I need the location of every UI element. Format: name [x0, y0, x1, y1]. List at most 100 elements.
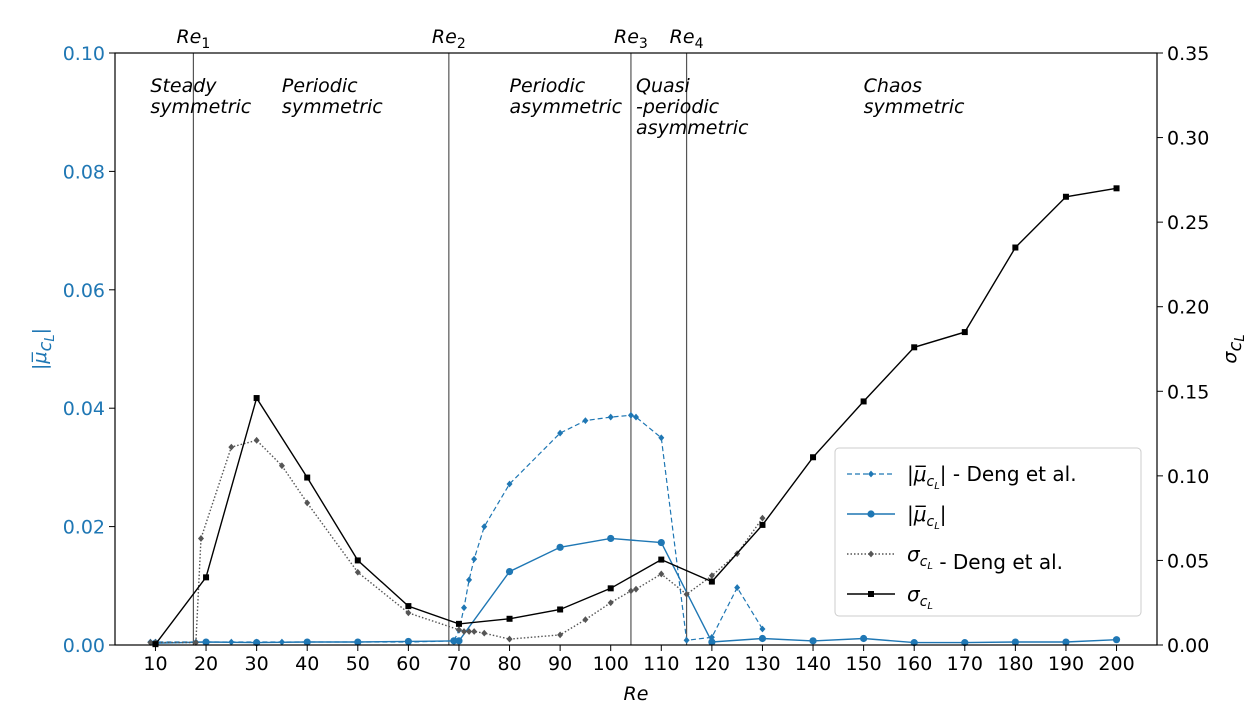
- data-point: [683, 636, 690, 644]
- data-point: [658, 556, 665, 563]
- data-point: [759, 625, 766, 633]
- data-point: [471, 555, 478, 563]
- data-point: [911, 344, 918, 351]
- data-point: [466, 628, 473, 635]
- x-tick-label: 60: [396, 653, 420, 675]
- data-point: [809, 637, 817, 645]
- x-tick-label: 50: [346, 653, 370, 675]
- regime-label-1: Steady symmetric: [150, 75, 251, 118]
- y-right-tick-label: 0.30: [1167, 128, 1209, 150]
- data-point: [961, 329, 968, 336]
- data-point: [1012, 244, 1019, 251]
- legend-label: |μ̅cL|: [907, 502, 947, 532]
- data-point: [759, 521, 766, 528]
- data-point: [203, 574, 210, 581]
- x-tick-label: 90: [548, 653, 572, 675]
- x-tick-label: 160: [896, 653, 932, 675]
- data-point: [471, 628, 478, 635]
- data-point: [506, 615, 513, 622]
- data-point: [607, 585, 614, 592]
- data-point: [556, 543, 564, 551]
- y-right-tick-label: 0.05: [1167, 550, 1209, 572]
- regime-label-4: Quasi -periodic asymmetric: [636, 75, 749, 139]
- legend-entry-1: |μ̅cL| - Deng et al.: [847, 462, 1077, 492]
- legend-label: σcL - Deng et al.: [907, 542, 1063, 574]
- y-right-tick-label: 0.10: [1167, 466, 1209, 488]
- x-tick-label: 190: [1048, 653, 1084, 675]
- x-tick-label: 40: [295, 653, 319, 675]
- data-point: [304, 499, 311, 507]
- critical-re-lines: [192, 53, 688, 645]
- data-point: [147, 639, 154, 646]
- legend-marker: [867, 510, 875, 518]
- data-point: [450, 637, 458, 645]
- data-point: [582, 616, 589, 624]
- data-point: [506, 480, 513, 488]
- critical-re-label-2: Re2: [432, 26, 466, 52]
- data-point: [658, 434, 665, 442]
- data-point: [759, 514, 766, 522]
- x-tick-label: 200: [1098, 653, 1134, 675]
- data-point: [455, 620, 462, 627]
- data-point: [228, 443, 235, 451]
- regime-label-3: Periodic asymmetric: [510, 75, 623, 118]
- series-1: [147, 411, 766, 646]
- x-axis: 10 20 30 40 50 60 70 80 90 100 110 120 130 140 150 160 1…: [143, 645, 1135, 675]
- critical-re-label-1: Re1: [176, 26, 210, 52]
- data-point: [354, 638, 362, 646]
- data-point: [708, 572, 715, 580]
- critical-re-label-4: Re4: [670, 26, 704, 52]
- data-point: [708, 638, 716, 646]
- y-left-tick-label: 0.04: [63, 398, 105, 420]
- x-tick-label: 110: [643, 653, 679, 675]
- data-point: [1062, 638, 1070, 646]
- data-point: [627, 411, 634, 419]
- data-point: [405, 603, 412, 610]
- data-point: [202, 638, 210, 646]
- data-point: [253, 395, 260, 402]
- data-point: [734, 584, 741, 591]
- data-point: [860, 634, 868, 643]
- data-point: [582, 417, 589, 425]
- data-point: [758, 634, 767, 643]
- x-tick-label: 30: [245, 653, 269, 675]
- y-right-tick-label: 0.25: [1167, 212, 1209, 234]
- data-point: [607, 534, 615, 543]
- data-point: [354, 568, 361, 576]
- data-point: [627, 587, 634, 595]
- data-point: [466, 576, 473, 584]
- data-point: [404, 637, 412, 646]
- data-point: [192, 639, 199, 646]
- data-point: [633, 413, 639, 421]
- data-point: [607, 413, 614, 421]
- data-point: [657, 538, 665, 547]
- data-point: [708, 578, 715, 585]
- x-tick-label: 130: [744, 653, 780, 675]
- legend-marker: [868, 550, 874, 558]
- critical-re-label-3: Re3: [614, 26, 648, 52]
- legend-entry-4: σcL: [847, 582, 933, 612]
- y-left-tick-label: 0.10: [63, 43, 105, 65]
- data-point: [405, 609, 412, 617]
- data-point: [505, 567, 514, 576]
- y-right-tick-label: 0.20: [1167, 297, 1209, 319]
- y-axis-right-label: σcL: [1219, 334, 1248, 363]
- x-tick-label: 80: [497, 653, 521, 675]
- data-point: [303, 638, 311, 646]
- legend-marker: [868, 591, 874, 597]
- legend-entry-2: |μ̅cL|: [847, 502, 947, 532]
- data-point: [658, 570, 665, 578]
- data-point: [278, 462, 285, 470]
- plot-frame: [114, 52, 1158, 646]
- legend: |μ̅cL| - Deng et al. |μ̅cL| σcL - Deng et …: [834, 447, 1142, 617]
- data-point: [1112, 636, 1121, 644]
- data-point: [557, 606, 564, 613]
- x-tick-label: 170: [947, 653, 983, 675]
- data-point: [152, 641, 159, 648]
- regime-labels: Steady symmetric Periodic symmetric Periodic…: [150, 75, 965, 139]
- data-point: [607, 599, 614, 607]
- critical-re-labels: Re1 Re2 Re3 Re4: [176, 26, 703, 52]
- y-axis-left-label: |μ̅cL|: [29, 328, 58, 370]
- y-left-tick-label: 0.02: [63, 517, 105, 539]
